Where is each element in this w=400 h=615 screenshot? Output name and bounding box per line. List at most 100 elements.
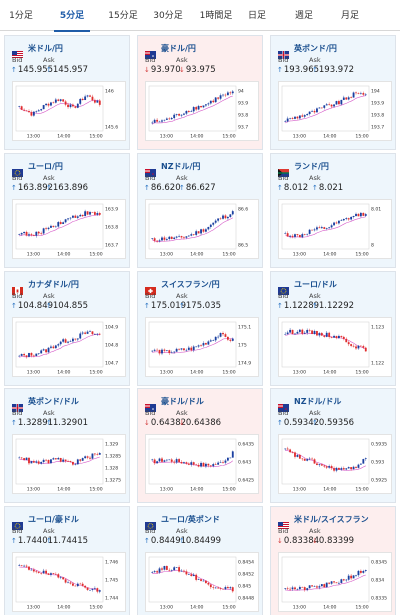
pair-title-link[interactable]: 英ポンド/円 (278, 42, 337, 59)
tab-15min[interactable]: 15分足 (108, 11, 138, 21)
mini-chart[interactable]: 94 93.9 93.8 93.7 13:00 14:00 15:00 (145, 81, 259, 141)
tab-monthly[interactable]: 月足 (340, 11, 359, 21)
candle-body (190, 234, 193, 236)
candle-body (212, 222, 215, 225)
pair-title-link[interactable]: ユーロ/ドル (278, 278, 337, 295)
tab-30min[interactable]: 30分足 (153, 11, 183, 21)
candle-body (158, 121, 161, 123)
candle-body (32, 569, 35, 572)
tab-5min[interactable]: 5分足 (52, 0, 92, 32)
candle-body (323, 335, 326, 337)
pair-title-link[interactable]: 豪ドル/ドル (145, 395, 204, 412)
candle-body (47, 227, 50, 230)
pair-title-link[interactable]: 英ポンド/ドル (12, 395, 79, 412)
candle-body (40, 233, 43, 234)
pair-title-link[interactable]: ユーロ/豪ドル (12, 513, 79, 530)
candlestick-chart: 0.5935 0.593 0.5925 13:00 14:00 15:00 (281, 438, 387, 493)
candle-body (214, 220, 217, 223)
candle-body (23, 109, 26, 111)
tab-1min[interactable]: 1分足 (9, 11, 33, 21)
mini-chart[interactable]: 175.1 175 174.9 13:00 14:00 15:00 (145, 317, 259, 377)
candle-body (54, 99, 57, 103)
candle-body (306, 329, 309, 333)
y-tick-label: 0.845 (238, 584, 251, 590)
x-tick-label: 14:00 (57, 605, 70, 611)
candle-body (303, 115, 306, 117)
candle-body (301, 586, 304, 588)
mini-chart[interactable]: 0.8345 0.834 0.8335 13:00 14:00 15:00 (278, 552, 392, 612)
candle-body (67, 582, 69, 584)
candle-body (76, 103, 79, 108)
candle-body (357, 345, 360, 349)
tab-weekly[interactable]: 週足 (294, 11, 313, 21)
mini-chart[interactable]: 8.01 8 13:00 14:00 15:00 (278, 199, 392, 259)
mini-chart[interactable]: 163.9 163.8 163.7 13:00 14:00 15:00 (12, 199, 126, 259)
pair-title-link[interactable]: ユーロ/円 (12, 160, 63, 177)
mini-chart[interactable]: 0.8454 0.8452 0.845 0.8448 13:00 14:00 15:00 (145, 552, 259, 612)
candle-body (86, 95, 89, 97)
candle-body (318, 333, 321, 336)
candle-body (54, 573, 57, 575)
ask-value: 193.972 (318, 65, 355, 75)
pair-title-link[interactable]: ユーロ/英ポンド (145, 513, 220, 530)
x-tick-label: 13:00 (293, 370, 306, 376)
candle-body (59, 577, 62, 578)
ask-price: ↓93.975 (179, 65, 216, 75)
tab-daily[interactable]: 日足 (247, 11, 266, 21)
mini-chart[interactable]: 0.5935 0.593 0.5925 13:00 14:00 15:00 (278, 434, 392, 494)
candle-body (200, 229, 202, 234)
candle-body (335, 335, 338, 339)
pair-title-link[interactable]: 米ドル/スイスフラン (278, 513, 369, 530)
ask-label: Ask (176, 56, 188, 64)
candle-body (308, 329, 311, 331)
pair-title-link[interactable]: スイスフラン/円 (145, 278, 220, 295)
mini-chart[interactable]: 1.746 1.745 1.744 13:00 14:00 15:00 (12, 552, 126, 612)
candle-body (335, 222, 338, 224)
bid-label: Bid (278, 292, 289, 300)
candle-body (35, 111, 38, 112)
mini-chart[interactable]: 0.6435 0.643 0.6425 13:00 14:00 15:00 (145, 434, 259, 494)
za-flag-icon (278, 162, 289, 177)
candle-body (84, 96, 87, 101)
pair-title-link[interactable]: 米ドル/円 (12, 42, 63, 59)
candle-body (217, 587, 220, 589)
pair-title-link[interactable]: ランド/円 (278, 160, 329, 177)
pair-title-link[interactable]: 豪ドル/円 (145, 42, 196, 59)
ask-price: ↓0.64386 (179, 418, 221, 428)
pair-title-link[interactable]: NZドル/円 (145, 160, 200, 177)
candle-body (355, 575, 357, 576)
candle-body (323, 105, 326, 108)
y-tick-label: 94 (238, 89, 244, 95)
candle-body (294, 452, 296, 457)
bid-value: 0.84491 (150, 536, 187, 546)
candle-body (229, 214, 232, 218)
candle-body (229, 92, 232, 94)
candle-body (197, 345, 200, 347)
candle-body (205, 229, 207, 232)
candle-body (93, 212, 96, 215)
bid-value: 104.849 (17, 301, 54, 311)
mini-chart[interactable]: 1.329 1.3285 1.328 1.3275 13:00 14:00 15:00 (12, 434, 126, 494)
candle-body (195, 107, 198, 110)
mini-chart[interactable]: 146 145.6 13:00 14:00 15:00 (12, 81, 126, 141)
mini-chart[interactable]: 86.6 86.5 13:00 14:00 15:00 (145, 199, 259, 259)
pair-title-link[interactable]: カナダドル/円 (12, 278, 79, 295)
moving-average-line (19, 566, 100, 592)
candle-body (18, 565, 21, 567)
pair-title-link[interactable]: NZドル/ドル (278, 395, 341, 412)
plot-area (281, 85, 370, 132)
moving-average-line (285, 95, 366, 124)
candle-body (219, 333, 222, 337)
candle-body (175, 567, 178, 568)
candle-body (28, 234, 30, 236)
candle-body (187, 110, 190, 112)
y-tick-label: 104.7 (105, 361, 118, 367)
tab-1hour[interactable]: 1時間足 (199, 11, 233, 21)
moving-average-line (19, 456, 100, 464)
candle-body (62, 577, 65, 580)
mini-chart[interactable]: 1.123 1.122 13:00 14:00 15:00 (278, 317, 392, 377)
mini-chart[interactable]: 194 193.9 193.8 193.7 13:00 14:00 15:00 (278, 81, 392, 141)
y-tick-label: 93.9 (238, 101, 248, 107)
candle-body (151, 350, 154, 352)
mini-chart[interactable]: 104.9 104.8 104.7 13:00 14:00 15:00 (12, 317, 126, 377)
